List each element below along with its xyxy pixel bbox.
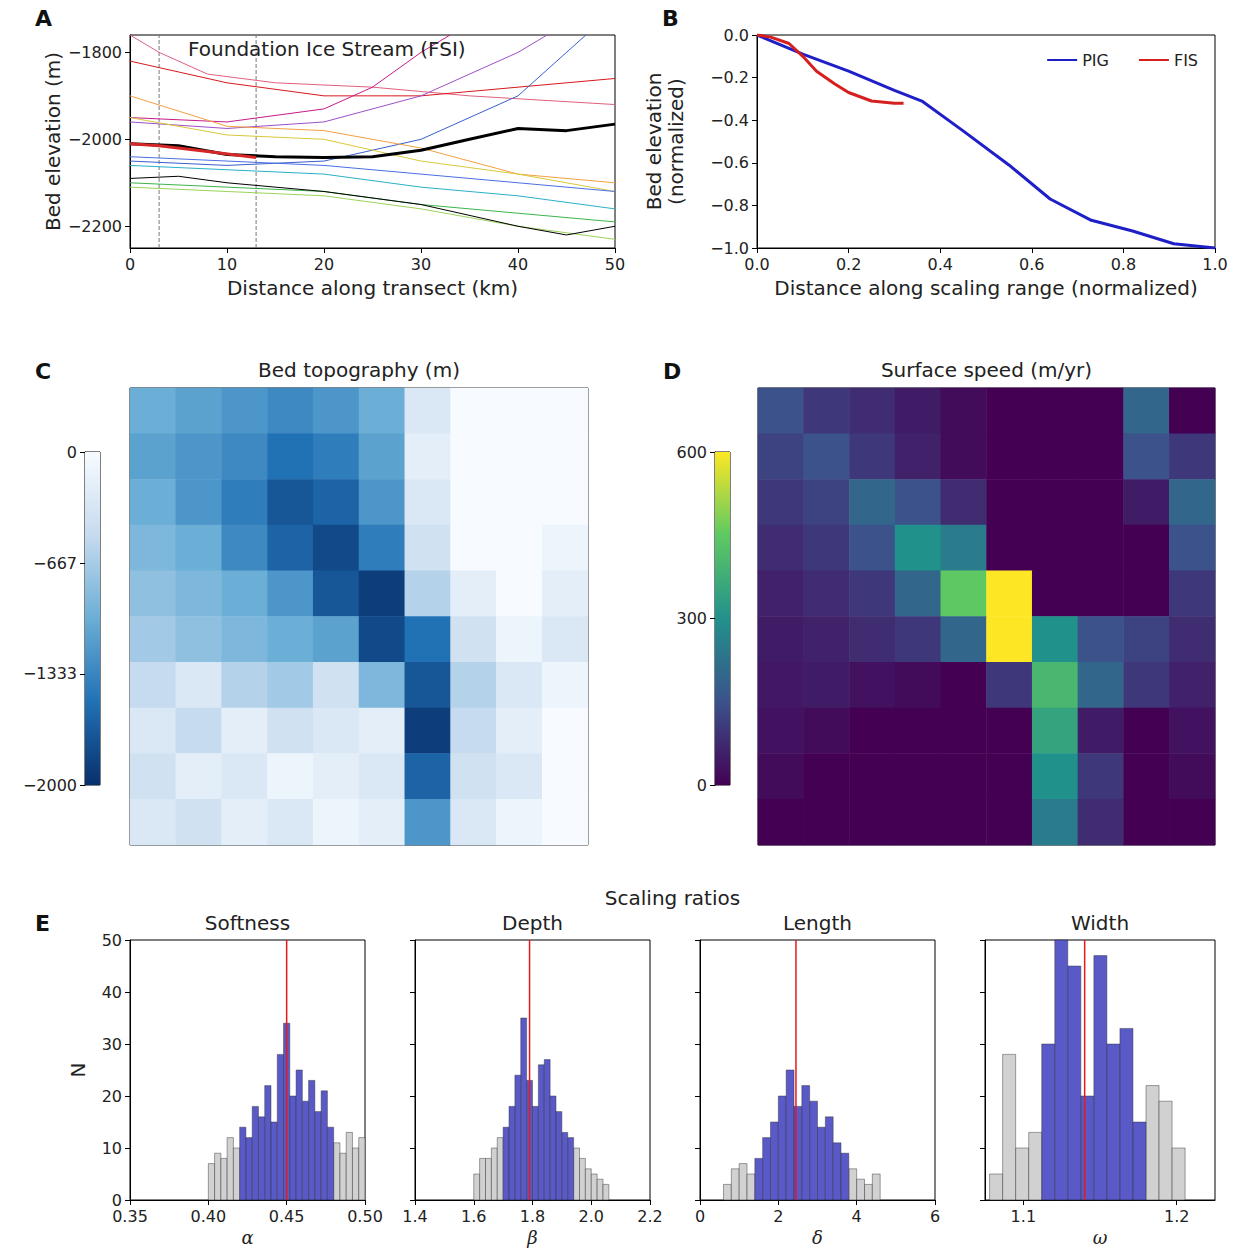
svg-text:1.4: 1.4 [402,1207,427,1226]
svg-text:0: 0 [697,776,707,795]
svg-text:600: 600 [676,443,707,462]
svg-text:40: 40 [102,983,122,1002]
svg-text:2.2: 2.2 [637,1207,662,1226]
svg-text:Scaling ratios: Scaling ratios [605,886,740,910]
svg-text:1.0: 1.0 [1202,255,1227,274]
svg-text:30: 30 [102,1035,122,1054]
svg-text:−667: −667 [33,554,77,573]
svg-text:−1800: −1800 [68,43,122,62]
svg-text:1.6: 1.6 [461,1207,486,1226]
svg-text:(normalized): (normalized) [664,78,688,205]
svg-text:0.50: 0.50 [347,1207,383,1226]
svg-text:Bed elevation: Bed elevation [642,73,666,211]
svg-text:α: α [241,1227,253,1248]
svg-text:30: 30 [411,255,431,274]
svg-text:0: 0 [111,1190,122,1210]
svg-text:Surface speed (m/yr): Surface speed (m/yr) [881,358,1092,382]
svg-text:Width: Width [1071,911,1129,935]
svg-text:Softness: Softness [205,911,290,935]
svg-text:0.0: 0.0 [744,255,769,274]
svg-text:−0.8: −0.8 [710,196,749,215]
svg-text:−0.2: −0.2 [710,68,749,87]
svg-text:10: 10 [102,1139,122,1158]
svg-text:δ: δ [812,1227,823,1248]
svg-text:B: B [662,6,679,31]
svg-text:50: 50 [102,931,122,950]
svg-text:0.2: 0.2 [836,255,861,274]
svg-text:0: 0 [67,443,77,462]
svg-text:0.6: 0.6 [1019,255,1044,274]
svg-text:0.4: 0.4 [927,255,952,274]
svg-text:0.45: 0.45 [269,1207,305,1226]
svg-text:Distance along scaling range (: Distance along scaling range (normalized… [774,276,1197,300]
svg-text:D: D [663,359,681,384]
svg-text:50: 50 [605,255,625,274]
svg-text:0: 0 [125,255,135,274]
svg-text:Length: Length [783,911,852,935]
svg-text:0.8: 0.8 [1111,255,1136,274]
svg-text:Bed elevation (m): Bed elevation (m) [41,52,65,231]
svg-text:20: 20 [102,1087,122,1106]
svg-text:A: A [35,6,52,31]
svg-text:0: 0 [695,1207,705,1226]
svg-text:−0.6: −0.6 [710,153,749,172]
svg-text:4: 4 [852,1207,862,1226]
svg-text:0.40: 0.40 [191,1207,227,1226]
svg-text:ω: ω [1093,1227,1108,1248]
svg-text:6: 6 [930,1207,940,1226]
svg-text:0.0: 0.0 [724,26,749,45]
svg-text:Bed topography (m): Bed topography (m) [258,358,460,382]
svg-text:1.8: 1.8 [520,1207,545,1226]
svg-text:β: β [526,1227,537,1248]
svg-text:300: 300 [676,609,707,628]
svg-text:20: 20 [314,255,334,274]
svg-text:−2000: −2000 [68,130,122,149]
svg-text:10: 10 [217,255,237,274]
svg-text:N: N [66,1063,90,1078]
svg-text:Foundation Ice Stream (FSI): Foundation Ice Stream (FSI) [188,37,466,61]
svg-text:−1333: −1333 [23,664,77,683]
svg-text:2: 2 [773,1207,783,1226]
svg-text:2.0: 2.0 [579,1207,604,1226]
svg-text:C: C [35,359,51,384]
svg-text:1.1: 1.1 [1011,1207,1036,1226]
svg-text:−1.0: −1.0 [710,239,749,258]
svg-text:0.35: 0.35 [112,1207,148,1226]
svg-text:Distance along transect (km): Distance along transect (km) [227,276,518,300]
svg-text:40: 40 [508,255,528,274]
svg-text:E: E [35,911,50,936]
svg-text:−2200: −2200 [68,217,122,236]
svg-text:FIS: FIS [1174,51,1198,70]
svg-text:1.2: 1.2 [1164,1207,1189,1226]
svg-text:−0.4: −0.4 [710,111,749,130]
svg-text:−2000: −2000 [23,776,77,795]
svg-text:PIG: PIG [1082,51,1109,70]
svg-text:Depth: Depth [502,911,563,935]
